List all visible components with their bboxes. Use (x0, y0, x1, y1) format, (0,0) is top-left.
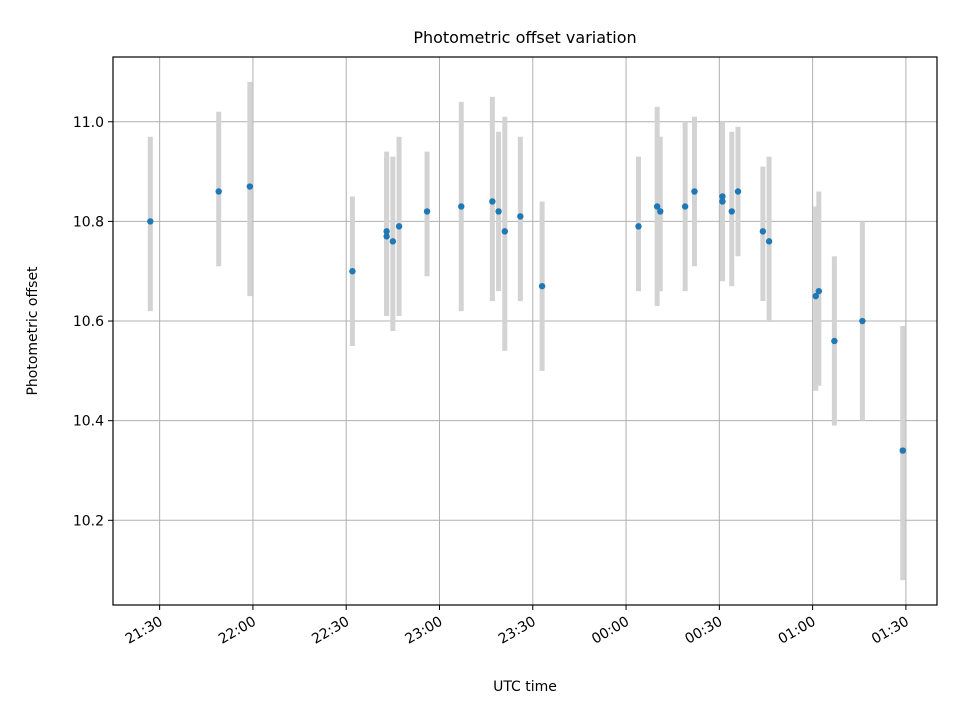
y-axis-ticks: 10.2 10.4 10.6 10.8 11.0 (73, 115, 113, 529)
data-point (815, 287, 823, 295)
plot-frame (112, 56, 938, 606)
data-point (653, 203, 661, 210)
data-point (681, 203, 689, 210)
data-point (147, 218, 154, 225)
data-point (501, 228, 508, 235)
data-point (383, 233, 390, 240)
data-point (423, 208, 431, 215)
data-point (395, 223, 403, 230)
data-point (728, 208, 735, 215)
y-tick-label: 10.8 (73, 214, 104, 230)
data-point (719, 198, 726, 205)
data-point (831, 337, 838, 345)
data-point (383, 228, 390, 235)
data-point (657, 208, 664, 215)
data-point (635, 223, 642, 230)
data-point (859, 317, 866, 325)
data-point (517, 213, 524, 220)
data-point (458, 203, 465, 210)
data-point (899, 447, 906, 454)
data-point (734, 188, 742, 195)
x-axis-label: UTC time (493, 679, 557, 695)
y-axis-label: Photometric offset (25, 266, 41, 396)
data-point (765, 238, 773, 245)
data-point (759, 228, 767, 235)
data-point (812, 292, 819, 300)
y-tick-label: 10.4 (73, 414, 104, 430)
grid-lines (113, 57, 937, 605)
data-point (691, 188, 698, 195)
y-tick-label: 10.2 (73, 513, 104, 529)
data-point (495, 208, 502, 215)
data-point (719, 193, 726, 200)
y-tick-label: 11.0 (73, 115, 104, 131)
data-point (489, 198, 496, 205)
chart-title: Photometric offset variation (413, 28, 636, 47)
data-points (147, 183, 906, 454)
data-point (349, 268, 356, 275)
data-point (538, 282, 546, 290)
y-tick-label: 10.6 (73, 314, 104, 330)
data-point (215, 188, 222, 195)
data-point (389, 238, 397, 245)
data-point (246, 183, 254, 190)
